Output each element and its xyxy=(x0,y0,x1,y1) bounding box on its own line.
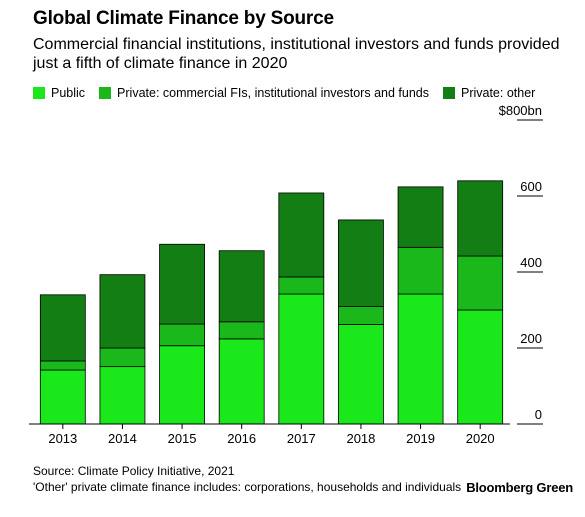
y-tick-label: $800bn xyxy=(499,103,542,118)
x-tick-label: 2015 xyxy=(168,431,197,446)
legend-label-public: Public xyxy=(51,86,86,100)
legend-item-public: Public xyxy=(33,86,85,100)
bar-segment xyxy=(278,192,325,278)
x-tick-label: 2019 xyxy=(406,431,435,446)
bar-segment xyxy=(159,323,205,347)
bar-segment xyxy=(457,255,504,311)
legend-swatch-private-commercial xyxy=(99,87,112,99)
brand-logo: Bloomberg Green xyxy=(466,480,573,495)
footer: Source: Climate Policy Initiative, 2021 … xyxy=(33,463,461,495)
source-note: Source: Climate Policy Initiative, 2021 xyxy=(33,464,235,478)
bar-segment xyxy=(338,219,384,307)
x-tick-label: 2014 xyxy=(108,431,137,446)
bar-segment xyxy=(457,309,504,425)
legend-label-private-commercial: Private: commercial FIs, institutional i… xyxy=(117,86,429,100)
bar-segment xyxy=(397,186,444,248)
bar-segment xyxy=(338,324,384,425)
bar-segment xyxy=(338,306,384,325)
x-tick-label: 2018 xyxy=(346,431,375,446)
bar-segment xyxy=(397,246,444,295)
chart-subtitle: Commercial financial institutions, insti… xyxy=(33,36,560,72)
bar-segment xyxy=(99,347,146,368)
bar-segment xyxy=(278,293,325,425)
bar-segment xyxy=(99,366,146,425)
x-tick-label: 2017 xyxy=(287,431,316,446)
legend-item-private-commercial: Private: commercial FIs, institutional i… xyxy=(99,86,429,100)
chart-title: Global Climate Finance by Source xyxy=(33,8,334,29)
y-tick-label: 600 xyxy=(520,179,542,194)
bar-segment xyxy=(218,250,265,323)
x-tick-label: 2016 xyxy=(227,431,256,446)
bar-segment xyxy=(159,243,205,325)
y-tick-label: 200 xyxy=(520,331,542,346)
legend-label-private-other: Private: other xyxy=(460,86,536,100)
bar-segment xyxy=(39,369,86,425)
bar-segment xyxy=(39,360,86,371)
legend-swatch-private-other xyxy=(442,87,455,99)
bar-segment xyxy=(99,274,146,349)
bar-segment xyxy=(218,338,265,425)
bar-segment xyxy=(278,276,325,295)
legend-item-private-other: Private: other xyxy=(442,86,536,100)
x-tick-label: 2013 xyxy=(48,431,77,446)
bar-segment xyxy=(457,180,504,257)
x-tick-label: 2020 xyxy=(466,431,495,446)
y-tick-label: 400 xyxy=(520,255,542,270)
legend-swatch-public xyxy=(33,87,45,99)
bar-segment xyxy=(39,294,86,362)
bar-segment xyxy=(159,345,205,425)
bar-segment xyxy=(218,321,265,340)
y-tick-label: 0 xyxy=(535,407,542,422)
bar-segment xyxy=(397,293,444,425)
footnote: 'Other' private climate finance includes… xyxy=(33,480,462,494)
legend: Public Private: commercial FIs, institut… xyxy=(33,86,549,100)
